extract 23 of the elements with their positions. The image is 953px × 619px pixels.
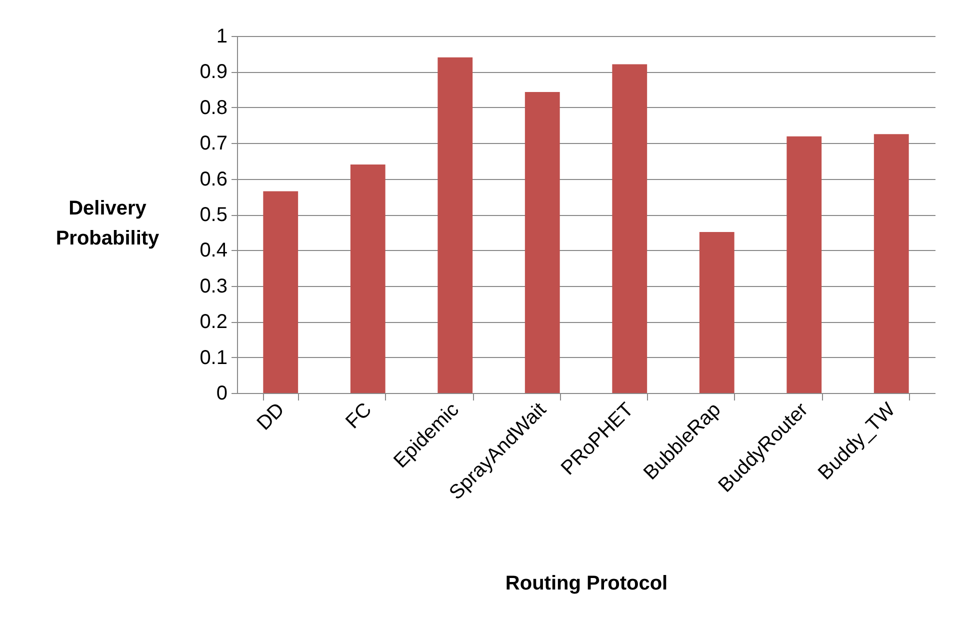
y-tick-label: 0.3 xyxy=(200,275,228,298)
x-axis-title: Routing Protocol xyxy=(505,572,668,594)
bar xyxy=(699,232,734,393)
y-tick-label: 0.7 xyxy=(200,132,228,155)
y-tick-label: 0.1 xyxy=(200,346,228,369)
y-tick-label: 0 xyxy=(216,382,228,404)
bar xyxy=(438,57,473,393)
bar xyxy=(612,64,648,393)
bar xyxy=(874,134,909,393)
y-tick-label: 0.6 xyxy=(200,168,228,190)
x-tick-label: FC xyxy=(342,398,376,434)
y-tick-label: 1 xyxy=(216,26,228,48)
x-tick-label: DD xyxy=(252,398,289,435)
y-tick-label: 0.8 xyxy=(200,96,228,119)
bar xyxy=(524,92,560,393)
y-tick-label: 0.5 xyxy=(200,204,228,226)
y-tick-label: 0.2 xyxy=(200,311,228,334)
bar xyxy=(350,164,386,393)
bar xyxy=(263,191,298,393)
bar xyxy=(786,136,822,393)
y-tick-label: 0.9 xyxy=(200,61,228,84)
y-axis-title: Delivery Probability xyxy=(56,198,160,250)
y-tick-label: 0.4 xyxy=(200,240,228,262)
